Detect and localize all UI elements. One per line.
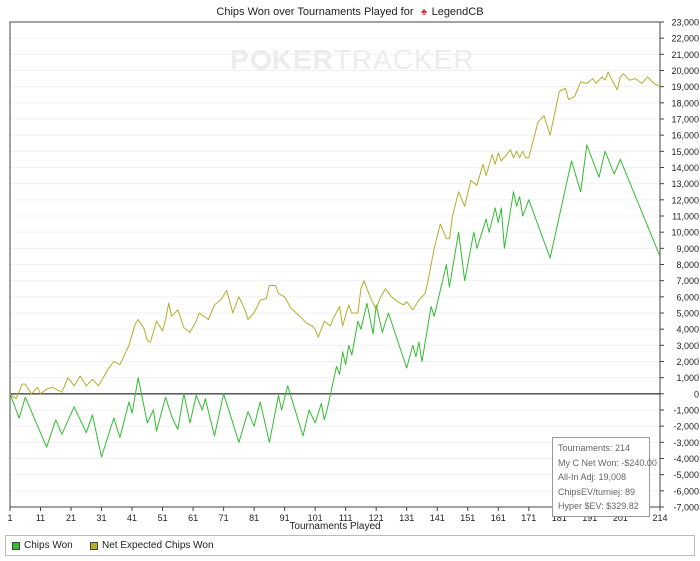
- x-tick-label: 21: [66, 513, 76, 523]
- chart-title: Chips Won over Tournaments Played for ♠ L…: [0, 6, 700, 18]
- y-tick-label: 10,000: [671, 228, 699, 238]
- y-tick-label: 21,000: [671, 50, 699, 60]
- spade-icon: ♠: [421, 6, 427, 18]
- x-tick-label: 131: [399, 513, 414, 523]
- chart-title-player: LegendCB: [431, 6, 484, 18]
- y-tick-label: 6,000: [676, 292, 699, 302]
- y-tick-label: 16,000: [671, 131, 699, 141]
- series-line-chips-won: [9, 144, 661, 458]
- stats-box: Tournaments: 214 My C Net Won: -$240.00 …: [552, 437, 657, 517]
- x-tick-label: 11: [36, 513, 45, 523]
- x-tick-label: 91: [280, 513, 290, 523]
- x-tick-label: 214: [652, 513, 667, 523]
- y-tick-label: 17,000: [671, 115, 699, 125]
- y-tick-label: -6,000: [673, 486, 699, 496]
- x-tick-label: 161: [491, 513, 506, 523]
- y-tick-label: 8,000: [676, 260, 699, 270]
- y-tick-label: -2,000: [673, 422, 699, 432]
- x-tick-label: 101: [308, 513, 323, 523]
- y-tick-label: 22,000: [671, 34, 699, 44]
- x-tick-label: 181: [552, 513, 567, 523]
- stats-chips-ev: ChipsEV/turniej: 89: [558, 486, 636, 497]
- x-tick-label: 171: [521, 513, 536, 523]
- x-tick-label: 141: [430, 513, 445, 523]
- legend-swatch-chips-won: [12, 541, 20, 550]
- y-tick-label: -4,000: [673, 454, 699, 464]
- legend-item-chips-won[interactable]: Chips Won: [12, 540, 73, 551]
- chart-legend: Chips Won Net Expected Chips Won: [5, 535, 695, 556]
- watermark-text-tracker: TRACKER: [333, 44, 475, 75]
- x-tick-label: 191: [582, 513, 597, 523]
- y-tick-label: -1,000: [673, 406, 699, 416]
- x-tick-label: 121: [369, 513, 384, 523]
- x-tick-label: 201: [613, 513, 628, 523]
- x-tick-label: 31: [97, 513, 107, 523]
- chart-title-text: Chips Won over Tournaments Played for: [216, 6, 414, 18]
- series-line-net-expected: [9, 71, 661, 400]
- y-tick-label: 13,000: [671, 179, 699, 189]
- y-tick-label: 14,000: [671, 163, 699, 173]
- y-tick-label: 23,000: [671, 18, 699, 28]
- x-tick-label: 71: [219, 513, 229, 523]
- y-tick-label: 4,000: [676, 325, 699, 335]
- y-tick-label: 18,000: [671, 98, 699, 108]
- y-tick-label: -3,000: [673, 438, 699, 448]
- legend-label-chips-won: Chips Won: [24, 540, 73, 551]
- y-tick-label: 5,000: [676, 309, 699, 319]
- x-tick-label: 1: [7, 513, 12, 523]
- y-tick-label: -5,000: [673, 470, 699, 480]
- y-tick-label: 11,000: [672, 212, 699, 222]
- y-tick-label: 12,000: [671, 195, 699, 205]
- watermark-text-ker: KER: [271, 44, 334, 75]
- y-tick-label: 7,000: [676, 276, 699, 286]
- x-tick-label: 51: [158, 513, 168, 523]
- stats-allin-adj: All-In Adj: 19,008: [558, 472, 627, 482]
- y-tick-label: 9,000: [676, 244, 699, 254]
- x-tick-label: 151: [460, 513, 475, 523]
- x-tick-label: 111: [339, 513, 353, 523]
- stats-hyper-sev: Hyper $EV: $329.82: [558, 501, 639, 511]
- y-tick-label: 15,000: [671, 147, 699, 157]
- legend-label-net-expected: Net Expected Chips Won: [102, 540, 214, 551]
- x-tick-label: 61: [188, 513, 198, 523]
- x-tick-label: 81: [249, 513, 259, 523]
- y-tick-label: 20,000: [671, 66, 699, 76]
- pokertracker-watermark: P KERTRACKER: [230, 44, 475, 76]
- stats-net-won: My C Net Won: -$240.00: [558, 457, 657, 468]
- y-tick-label: 19,000: [671, 82, 699, 92]
- y-tick-label: 2,000: [676, 357, 699, 367]
- y-tick-label: 0: [694, 389, 699, 399]
- watermark-text-p: P: [230, 44, 250, 75]
- y-tick-label: 3,000: [676, 341, 699, 351]
- legend-swatch-net-expected: [90, 541, 98, 550]
- legend-item-net-expected[interactable]: Net Expected Chips Won: [90, 540, 214, 551]
- poker-chip-icon: [250, 50, 271, 70]
- x-tick-label: 41: [127, 513, 137, 523]
- stats-tournaments: Tournaments: 214: [558, 443, 631, 453]
- y-tick-label: 1,000: [676, 373, 699, 383]
- x-axis-title: Tournaments Played: [289, 521, 381, 532]
- y-tick-label: -7,000: [673, 503, 699, 513]
